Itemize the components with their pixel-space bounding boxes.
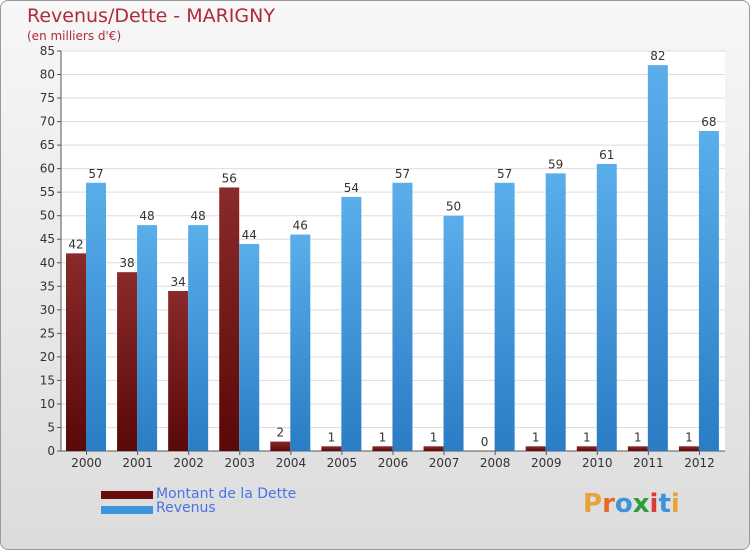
legend-swatch-debt bbox=[101, 491, 153, 499]
data-label: 46 bbox=[293, 219, 308, 233]
data-label: 61 bbox=[599, 148, 614, 162]
bar-revenus bbox=[392, 182, 413, 451]
bar-revenus bbox=[341, 196, 362, 451]
y-tick-label: 10 bbox=[40, 397, 55, 411]
bar-dette bbox=[627, 446, 648, 451]
data-label: 68 bbox=[701, 115, 716, 129]
proxiti-logo: Proxiti bbox=[583, 489, 680, 519]
bar-dette bbox=[117, 272, 138, 451]
logo-letter: x bbox=[632, 489, 650, 519]
data-label: 48 bbox=[139, 209, 154, 223]
bar-revenus bbox=[494, 182, 515, 451]
legend-label-debt: Montant de la Dette bbox=[156, 486, 297, 502]
chart-subtitle: (en milliers d'€) bbox=[27, 29, 122, 43]
bar-dette bbox=[678, 446, 699, 451]
y-tick-label: 75 bbox=[40, 91, 55, 105]
y-tick-label: 60 bbox=[40, 162, 55, 176]
y-tick-label: 85 bbox=[40, 44, 55, 58]
data-label: 48 bbox=[191, 209, 206, 223]
bar-dette bbox=[372, 446, 393, 451]
bar-revenus bbox=[188, 225, 209, 451]
data-label: 1 bbox=[634, 430, 642, 444]
y-tick-label: 5 bbox=[47, 420, 55, 434]
data-label: 56 bbox=[222, 171, 237, 185]
bar-revenus bbox=[443, 215, 464, 451]
data-label: 2 bbox=[276, 426, 284, 440]
logo-letter: P bbox=[583, 489, 603, 519]
data-label: 1 bbox=[583, 430, 591, 444]
x-tick-label: 2010 bbox=[582, 456, 613, 470]
data-label: 38 bbox=[119, 256, 134, 270]
bar-revenus bbox=[137, 225, 158, 451]
data-label: 1 bbox=[379, 430, 387, 444]
bar-dette bbox=[219, 187, 240, 451]
y-tick-label: 70 bbox=[40, 115, 55, 129]
y-tick-label: 15 bbox=[40, 373, 55, 387]
y-tick-label: 45 bbox=[40, 232, 55, 246]
y-tick-label: 65 bbox=[40, 138, 55, 152]
x-tick-label: 2003 bbox=[224, 456, 255, 470]
bar-dette bbox=[525, 446, 546, 451]
logo-letter: r bbox=[602, 489, 615, 519]
x-tick-label: 2001 bbox=[122, 456, 153, 470]
bar-dette bbox=[270, 441, 291, 451]
bar-revenus bbox=[86, 182, 106, 451]
x-tick-label: 2002 bbox=[173, 456, 204, 470]
y-tick-label: 30 bbox=[40, 303, 55, 317]
logo-letter: i bbox=[670, 489, 680, 519]
data-label: 57 bbox=[497, 167, 512, 181]
x-tick-label: 2007 bbox=[429, 456, 460, 470]
data-label: 42 bbox=[68, 237, 83, 251]
bar-dette bbox=[66, 253, 86, 451]
data-label: 50 bbox=[446, 200, 461, 214]
bar-revenus bbox=[239, 243, 260, 451]
x-tick-label: 2005 bbox=[327, 456, 358, 470]
bar-dette bbox=[576, 446, 597, 451]
data-label: 57 bbox=[88, 167, 103, 181]
x-tick-label: 2000 bbox=[71, 456, 102, 470]
y-tick-label: 35 bbox=[40, 279, 55, 293]
data-label: 1 bbox=[532, 430, 540, 444]
data-label: 0 bbox=[481, 435, 489, 449]
bar-revenus bbox=[290, 234, 311, 451]
legend-label-revenus: Revenus bbox=[156, 500, 216, 516]
bar-dette bbox=[168, 291, 189, 451]
bar-dette bbox=[321, 446, 342, 451]
logo-letter: i bbox=[649, 489, 659, 519]
data-label: 44 bbox=[242, 228, 257, 242]
x-tick-label: 2004 bbox=[276, 456, 307, 470]
x-tick-label: 2006 bbox=[378, 456, 409, 470]
bar-revenus bbox=[596, 163, 617, 452]
logo-letter: o bbox=[614, 489, 633, 519]
bar-revenus bbox=[698, 131, 719, 451]
x-tick-label: 2012 bbox=[684, 456, 715, 470]
data-label: 1 bbox=[685, 430, 693, 444]
x-tick-label: 2009 bbox=[531, 456, 562, 470]
x-tick-label: 2011 bbox=[633, 456, 664, 470]
y-tick-label: 20 bbox=[40, 350, 55, 364]
legend-swatch-revenus bbox=[101, 506, 153, 514]
bar-revenus bbox=[647, 65, 668, 451]
y-tick-label: 80 bbox=[40, 68, 55, 82]
chart-title: Revenus/Dette - MARIGNY bbox=[27, 5, 275, 27]
data-label: 1 bbox=[328, 430, 336, 444]
x-tick-label: 2008 bbox=[480, 456, 511, 470]
logo-letter: t bbox=[658, 489, 671, 519]
data-label: 82 bbox=[650, 49, 665, 63]
bar-revenus bbox=[545, 173, 566, 451]
data-label: 34 bbox=[171, 275, 186, 289]
data-label: 57 bbox=[395, 167, 410, 181]
data-label: 1 bbox=[430, 430, 438, 444]
y-tick-label: 40 bbox=[40, 256, 55, 270]
data-label: 59 bbox=[548, 157, 563, 171]
y-tick-label: 0 bbox=[47, 444, 55, 458]
bar-dette bbox=[423, 446, 444, 451]
data-label: 54 bbox=[344, 181, 359, 195]
y-tick-label: 55 bbox=[40, 185, 55, 199]
y-tick-label: 25 bbox=[40, 326, 55, 340]
y-tick-label: 50 bbox=[40, 209, 55, 223]
